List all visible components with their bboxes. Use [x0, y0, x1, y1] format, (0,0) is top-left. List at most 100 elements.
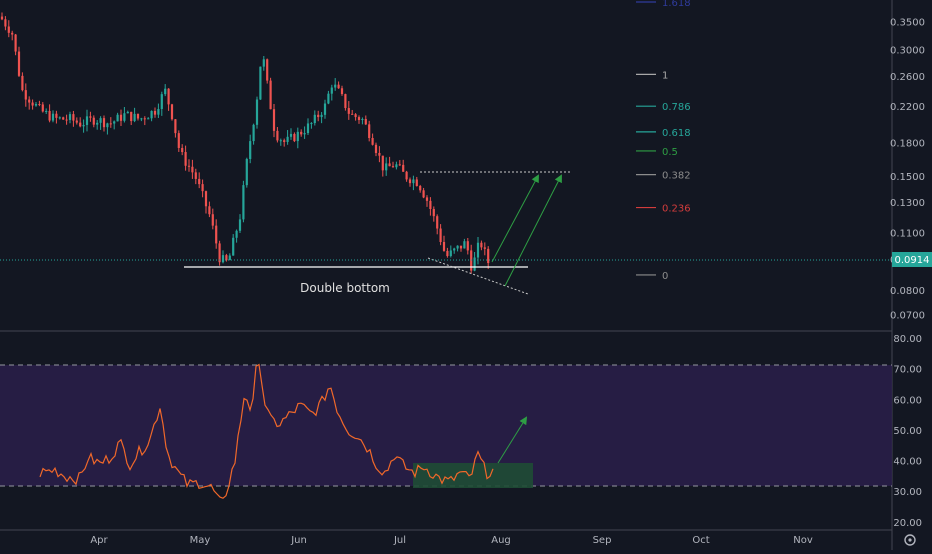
time-tick-label: Nov: [793, 535, 813, 546]
candle: [351, 109, 354, 115]
candle: [150, 110, 153, 122]
candle: [354, 113, 357, 121]
candle: [157, 103, 160, 118]
candle: [252, 123, 255, 145]
candle: [320, 112, 323, 124]
candle: [439, 224, 442, 246]
candle: [374, 142, 378, 157]
candle: [381, 155, 384, 177]
candle: [456, 245, 459, 252]
rsi-tick-label: 60.00: [893, 395, 922, 406]
candle: [422, 187, 425, 199]
rsi-projection-arrow[interactable]: [497, 416, 528, 464]
candle: [245, 157, 248, 188]
candle: [79, 117, 82, 128]
time-tick-label: Jul: [393, 535, 406, 546]
price-axis[interactable]: 0.3500 0.3000 0.2600 0.2200 0.1800 0.1500 0.13…: [890, 18, 925, 322]
candle: [75, 117, 78, 125]
candle: [82, 119, 85, 133]
candle: [385, 157, 388, 176]
rsi-tick-label: 40.00: [893, 457, 922, 468]
candle: [208, 201, 211, 218]
candle: [412, 175, 415, 191]
candle: [143, 116, 146, 126]
projection-arrow-2[interactable]: [504, 174, 562, 287]
candle: [167, 88, 170, 111]
candle: [201, 179, 204, 198]
candle: [68, 111, 72, 124]
candle: [242, 180, 245, 223]
rsi-tick-label: 80.00: [893, 334, 922, 345]
candle: [262, 56, 265, 71]
time-tick-label: Aug: [491, 535, 511, 546]
candle: [398, 160, 401, 166]
candle: [109, 117, 112, 128]
candle: [238, 214, 242, 234]
candle: [317, 110, 320, 122]
fib-level-label: 0.786: [662, 102, 691, 113]
candle: [470, 244, 473, 274]
falling-wedge-dotted-line[interactable]: [427, 257, 529, 295]
price-tick-label: 0.1500: [890, 172, 925, 183]
candle: [269, 77, 272, 110]
time-tick-label: Oct: [692, 535, 709, 546]
candle: [235, 229, 238, 243]
candle: [361, 117, 364, 125]
candle: [266, 58, 269, 84]
candlesticks: [0, 12, 490, 274]
candle: [89, 111, 92, 122]
projection-arrow-1[interactable]: [491, 174, 539, 263]
candle: [449, 245, 452, 258]
fib-levels: 1.618 1 0.786 0.618 0.5 0.382 0.236 0: [636, 0, 691, 282]
candle: [170, 103, 174, 121]
candle: [55, 110, 58, 124]
candle: [279, 138, 282, 146]
candle: [289, 128, 293, 140]
candle: [293, 132, 296, 143]
candle: [126, 110, 129, 114]
candle: [340, 85, 344, 96]
candle: [327, 90, 330, 105]
candle: [194, 168, 197, 185]
candle: [48, 104, 51, 123]
candle: [337, 81, 340, 89]
rsi-tick-label: 20.00: [893, 518, 922, 529]
candle: [425, 195, 429, 207]
candle: [136, 113, 140, 121]
candle: [7, 20, 10, 38]
candle: [466, 237, 469, 255]
candle: [313, 110, 316, 126]
candle: [99, 116, 102, 130]
candle: [221, 250, 225, 264]
price-tick-label: 0.2200: [890, 102, 925, 113]
candle: [480, 240, 483, 251]
price-tick-label: 0.0700: [890, 311, 925, 322]
candle: [11, 30, 14, 41]
candle: [160, 91, 163, 116]
rsi-tick-label: 30.00: [893, 487, 922, 498]
rsi-axis[interactable]: 80.00 70.00 60.00 50.00 40.00 30.00 20.00: [893, 334, 922, 529]
candle: [296, 127, 299, 149]
fib-level-label: 0.382: [662, 171, 691, 182]
candle: [153, 107, 157, 118]
candle: [473, 252, 476, 272]
candle: [286, 130, 289, 145]
candle: [62, 116, 65, 120]
candle: [249, 134, 252, 164]
candle: [259, 66, 262, 100]
candle: [446, 247, 449, 258]
candle: [225, 253, 228, 262]
candle: [344, 93, 347, 111]
time-tick-label: Jun: [290, 535, 307, 546]
gear-icon[interactable]: [904, 534, 916, 546]
time-axis[interactable]: Apr May Jun Jul Aug Sep Oct Nov: [90, 535, 812, 546]
candle: [364, 115, 367, 126]
candle: [198, 172, 201, 189]
candle: [123, 107, 126, 123]
candle: [65, 114, 68, 125]
candle: [31, 99, 34, 110]
candle: [51, 110, 55, 123]
candle: [116, 112, 119, 122]
